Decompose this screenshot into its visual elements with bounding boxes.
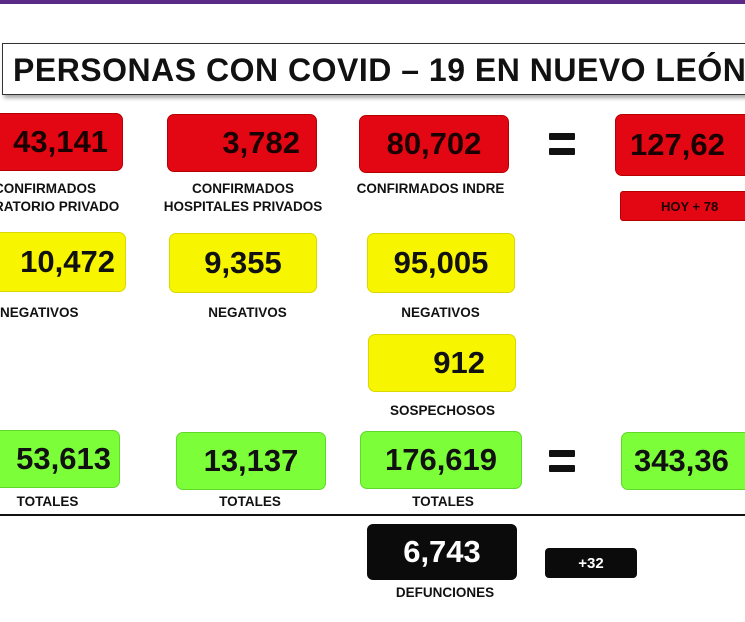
confirmados-hospitales-privados-value: 3,782 bbox=[167, 114, 317, 172]
equals-sign-confirmados bbox=[549, 133, 575, 155]
totales-hospitales-privados-value: 13,137 bbox=[176, 432, 326, 490]
confirmados-lab-privado-label: CONFIRMADOS RATORIO PRIVADO bbox=[0, 180, 139, 216]
sospechosos-value: 912 bbox=[368, 334, 516, 392]
sospechosos-label: SOSPECHOSOS bbox=[389, 403, 496, 418]
defunciones-delta-badge: +32 bbox=[545, 548, 637, 578]
confirmados-total-value: 127,62 bbox=[615, 114, 745, 176]
confirmados-indre-value: 80,702 bbox=[359, 115, 509, 173]
confirmados-lab-privado-label-line2: RATORIO PRIVADO bbox=[0, 199, 120, 214]
totales-lab-privado-value: 53,613 bbox=[0, 430, 120, 488]
equals-sign-totales bbox=[549, 450, 575, 472]
totales-indre-value: 176,619 bbox=[360, 431, 522, 489]
hoy-badge: HOY + 78 bbox=[620, 191, 745, 221]
confirmados-hospitales-label-line1: CONFIRMADOS bbox=[192, 181, 294, 196]
negativos-lab-privado-value: 10,472 bbox=[0, 232, 126, 292]
totales-lab-privado-label: TOTALES bbox=[16, 494, 79, 509]
divider-line bbox=[0, 514, 745, 516]
negativos-indre-value: 95,005 bbox=[367, 233, 515, 293]
negativos-lab-privado-label: NEGATIVOS bbox=[0, 305, 79, 320]
confirmados-indre-label: CONFIRMADOS INDRE bbox=[356, 181, 505, 196]
top-accent-bar bbox=[0, 0, 745, 4]
title-banner: PERSONAS CON COVID – 19 EN NUEVO LEÓN bbox=[2, 43, 745, 95]
negativos-hospitales-privados-value: 9,355 bbox=[169, 233, 317, 293]
totales-hospitales-privados-label: TOTALES bbox=[219, 494, 281, 509]
confirmados-lab-privado-label-line1: CONFIRMADOS bbox=[0, 181, 96, 196]
negativos-indre-label: NEGATIVOS bbox=[401, 305, 480, 320]
totales-indre-label: TOTALES bbox=[412, 494, 474, 509]
negativos-hospitales-privados-label: NEGATIVOS bbox=[208, 305, 287, 320]
page-title: PERSONAS CON COVID – 19 EN NUEVO LEÓN bbox=[13, 52, 745, 88]
totales-grand-total-value: 343,36 bbox=[621, 432, 745, 490]
defunciones-label: DEFUNCIONES bbox=[395, 585, 495, 600]
defunciones-value: 6,743 bbox=[367, 524, 517, 580]
confirmados-hospitales-label-line2: HOSPITALES PRIVADOS bbox=[163, 199, 323, 214]
confirmados-hospitales-privados-label: CONFIRMADOS HOSPITALES PRIVADOS bbox=[152, 180, 334, 216]
confirmados-lab-privado-value: 43,141 bbox=[0, 113, 123, 171]
